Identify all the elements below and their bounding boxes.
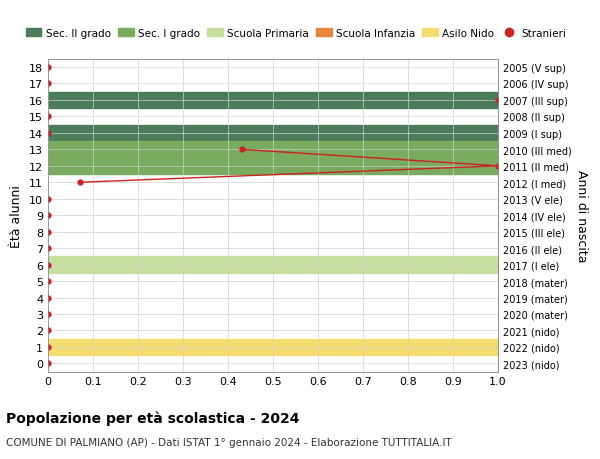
Bar [48,142,498,158]
Bar [48,93,498,109]
Bar [48,158,498,175]
Bar [48,125,498,142]
Legend: Sec. II grado, Sec. I grado, Scuola Primaria, Scuola Infanzia, Asilo Nido, Stran: Sec. II grado, Sec. I grado, Scuola Prim… [22,24,570,43]
Y-axis label: Ètà alunni: Ètà alunni [10,185,23,247]
Text: Popolazione per età scolastica - 2024: Popolazione per età scolastica - 2024 [6,411,299,425]
Text: COMUNE DI PALMIANO (AP) - Dati ISTAT 1° gennaio 2024 - Elaborazione TUTTITALIA.I: COMUNE DI PALMIANO (AP) - Dati ISTAT 1° … [6,437,452,447]
Y-axis label: Anni di nascita: Anni di nascita [575,169,588,262]
Bar [48,339,498,355]
Bar [48,257,498,273]
